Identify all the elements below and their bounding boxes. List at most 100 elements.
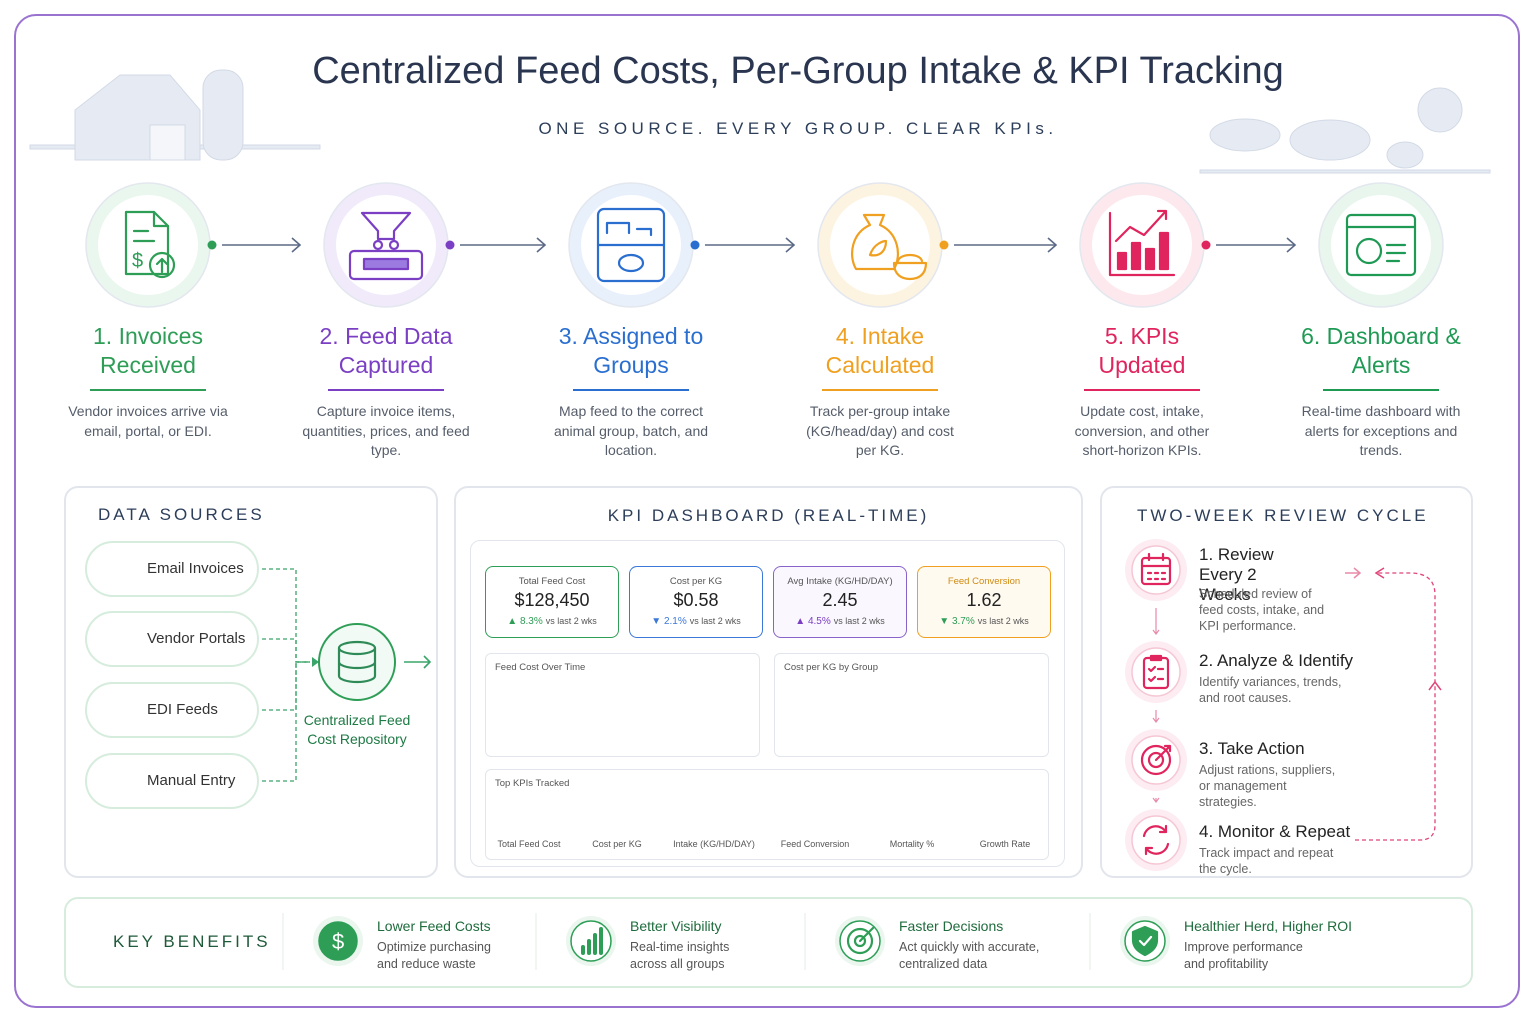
- panel-heading: KPI DASHBOARD (REAL-TIME): [607, 506, 930, 525]
- kpi-label: Cost per KG: [669, 576, 723, 587]
- kpi-trend: ▲ 8.3% vs last 2 wks: [485, 616, 619, 627]
- trend-change: 2.1%: [663, 616, 687, 627]
- kpi-label: Total Feed Cost: [518, 576, 586, 587]
- step-title: 5. KPIs Updated: [1098, 323, 1186, 378]
- source-pill: [85, 682, 259, 738]
- kpi-value: 2.45: [822, 590, 858, 610]
- step-description: Real-time dashboard with alerts for exce…: [1301, 403, 1461, 458]
- outer-frame: [14, 14, 1520, 1008]
- review-desc: Identify variances, trends, and root cau…: [1199, 675, 1342, 705]
- source-pill: [85, 753, 259, 809]
- barn-door: [149, 124, 186, 161]
- benefit-desc: Improve performance and profitability: [1184, 940, 1303, 971]
- review-title: 1. Review Every 2 Weeks: [1199, 545, 1274, 604]
- trend-change: 3.7%: [951, 616, 975, 627]
- kpi-card: [629, 566, 763, 638]
- farm-illustration: [29, 69, 1491, 174]
- kpi-value: 1.62: [966, 590, 1002, 610]
- panel-heading: TWO-WEEK REVIEW CYCLE: [1137, 506, 1429, 525]
- benefits-panel: [64, 897, 1473, 988]
- kpi-trend: ▼ 3.7% vs last 2 wks: [917, 616, 1051, 627]
- kpi-value: $128,450: [514, 590, 590, 610]
- review-title: 2. Analyze & Identify: [1199, 651, 1354, 670]
- step-underline: [1323, 389, 1439, 391]
- tree: [1417, 87, 1463, 133]
- panel-heading: DATA SOURCES: [98, 505, 265, 524]
- kpi-card: [773, 566, 907, 638]
- trend-arrow: ▼: [939, 616, 952, 627]
- source-label: EDI Feeds: [147, 701, 218, 718]
- kpi-list-label: Cost per KG: [592, 839, 642, 849]
- step-title: 6. Dashboard & Alerts: [1301, 323, 1461, 378]
- trend-comparison: vs last 2 wks: [689, 616, 741, 626]
- trend-arrow: ▲: [795, 616, 808, 627]
- source-pill: [85, 541, 259, 597]
- step-description: Capture invoice items, quantities, price…: [302, 403, 470, 458]
- kpi-list-label: Growth Rate: [979, 839, 1031, 849]
- review-desc: Track impact and repeat the cycle.: [1199, 846, 1334, 876]
- step-underline: [822, 389, 938, 391]
- cow: [1209, 118, 1281, 152]
- benefit-title: Healthier Herd, Higher ROI: [1184, 918, 1353, 934]
- trend-change: 4.5%: [807, 616, 831, 627]
- review-desc: Adjust rations, suppliers, or management…: [1199, 763, 1336, 809]
- kpi-card: [485, 566, 619, 638]
- step-title: 2. Feed Data Captured: [319, 323, 453, 378]
- pig: [1289, 119, 1371, 161]
- trend-comparison: vs last 2 wks: [833, 616, 885, 626]
- kpi-label: Feed Conversion: [947, 576, 1021, 587]
- chart-title: Cost per KG by Group: [784, 662, 878, 673]
- trend-arrow: ▼: [651, 616, 664, 627]
- kpi-list-panel: [485, 769, 1049, 860]
- chart-panel: [485, 653, 760, 757]
- subtitle: ONE SOURCE. EVERY GROUP. CLEAR KPIs.: [538, 119, 1058, 138]
- step-underline: [1084, 389, 1200, 391]
- kpi-list-label: Feed Conversion: [780, 839, 850, 849]
- step-description: Track per-group intake (KG/head/day) and…: [806, 403, 954, 458]
- step-description: Update cost, intake, conversion, and oth…: [1074, 403, 1210, 458]
- step-underline: [90, 389, 206, 391]
- step-title: 3. Assigned to Groups: [558, 323, 704, 378]
- title: Centralized Feed Costs, Per-Group Intake…: [312, 50, 1284, 92]
- review-desc: Scheduled review of feed costs, intake, …: [1199, 587, 1325, 633]
- step-description: Vendor invoices arrive via email, portal…: [68, 403, 228, 439]
- chart-title: Feed Cost Over Time: [495, 662, 586, 673]
- step-underline: [573, 389, 689, 391]
- step-description: Map feed to the correct animal group, ba…: [553, 403, 709, 458]
- source-label: Vendor Portals: [147, 630, 246, 647]
- repository-label: Centralized Feed Cost Repository: [303, 712, 411, 747]
- trend-change: 8.3%: [519, 616, 543, 627]
- ground: [1199, 169, 1491, 174]
- source-label: Manual Entry: [147, 772, 236, 789]
- benefit-desc: Act quickly with accurate, centralized d…: [899, 940, 1040, 971]
- kpi-list-title: Top KPIs Tracked: [495, 778, 570, 789]
- trend-comparison: vs last 2 wks: [977, 616, 1029, 626]
- step-title: 1. Invoices Received: [93, 323, 203, 378]
- source-pill: [85, 611, 259, 667]
- kpi-list-label: Mortality %: [889, 839, 935, 849]
- chart-panel: [774, 653, 1049, 757]
- trend-arrow: ▲: [507, 616, 520, 627]
- source-label: Email Invoices: [147, 560, 244, 577]
- kpi-trend: ▼ 2.1% vs last 2 wks: [629, 616, 763, 627]
- chicken: [1386, 141, 1424, 169]
- benefit-title: Faster Decisions: [899, 918, 1004, 934]
- kpi-card: [917, 566, 1051, 638]
- kpi-label: Avg Intake (KG/HD/DAY): [787, 576, 893, 587]
- trend-comparison: vs last 2 wks: [545, 616, 597, 626]
- kpi-list-label: Intake (KG/HD/DAY): [673, 839, 755, 849]
- kpi-trend: ▲ 4.5% vs last 2 wks: [773, 616, 907, 627]
- step-underline: [328, 389, 444, 391]
- benefit-desc: Real-time insights across all groups: [630, 940, 730, 971]
- silo: [202, 69, 244, 161]
- kpi-list-label: Total Feed Cost: [497, 839, 561, 849]
- review-title: 4. Monitor & Repeat: [1199, 822, 1351, 841]
- panel-heading: KEY BENEFITS: [113, 932, 271, 951]
- step-title: 4. Intake Calculated: [825, 323, 935, 378]
- review-title: 3. Take Action: [1199, 739, 1305, 758]
- benefit-desc: Optimize purchasing and reduce waste: [377, 940, 491, 971]
- benefit-title: Lower Feed Costs: [377, 918, 491, 934]
- benefit-title: Better Visibility: [630, 918, 722, 934]
